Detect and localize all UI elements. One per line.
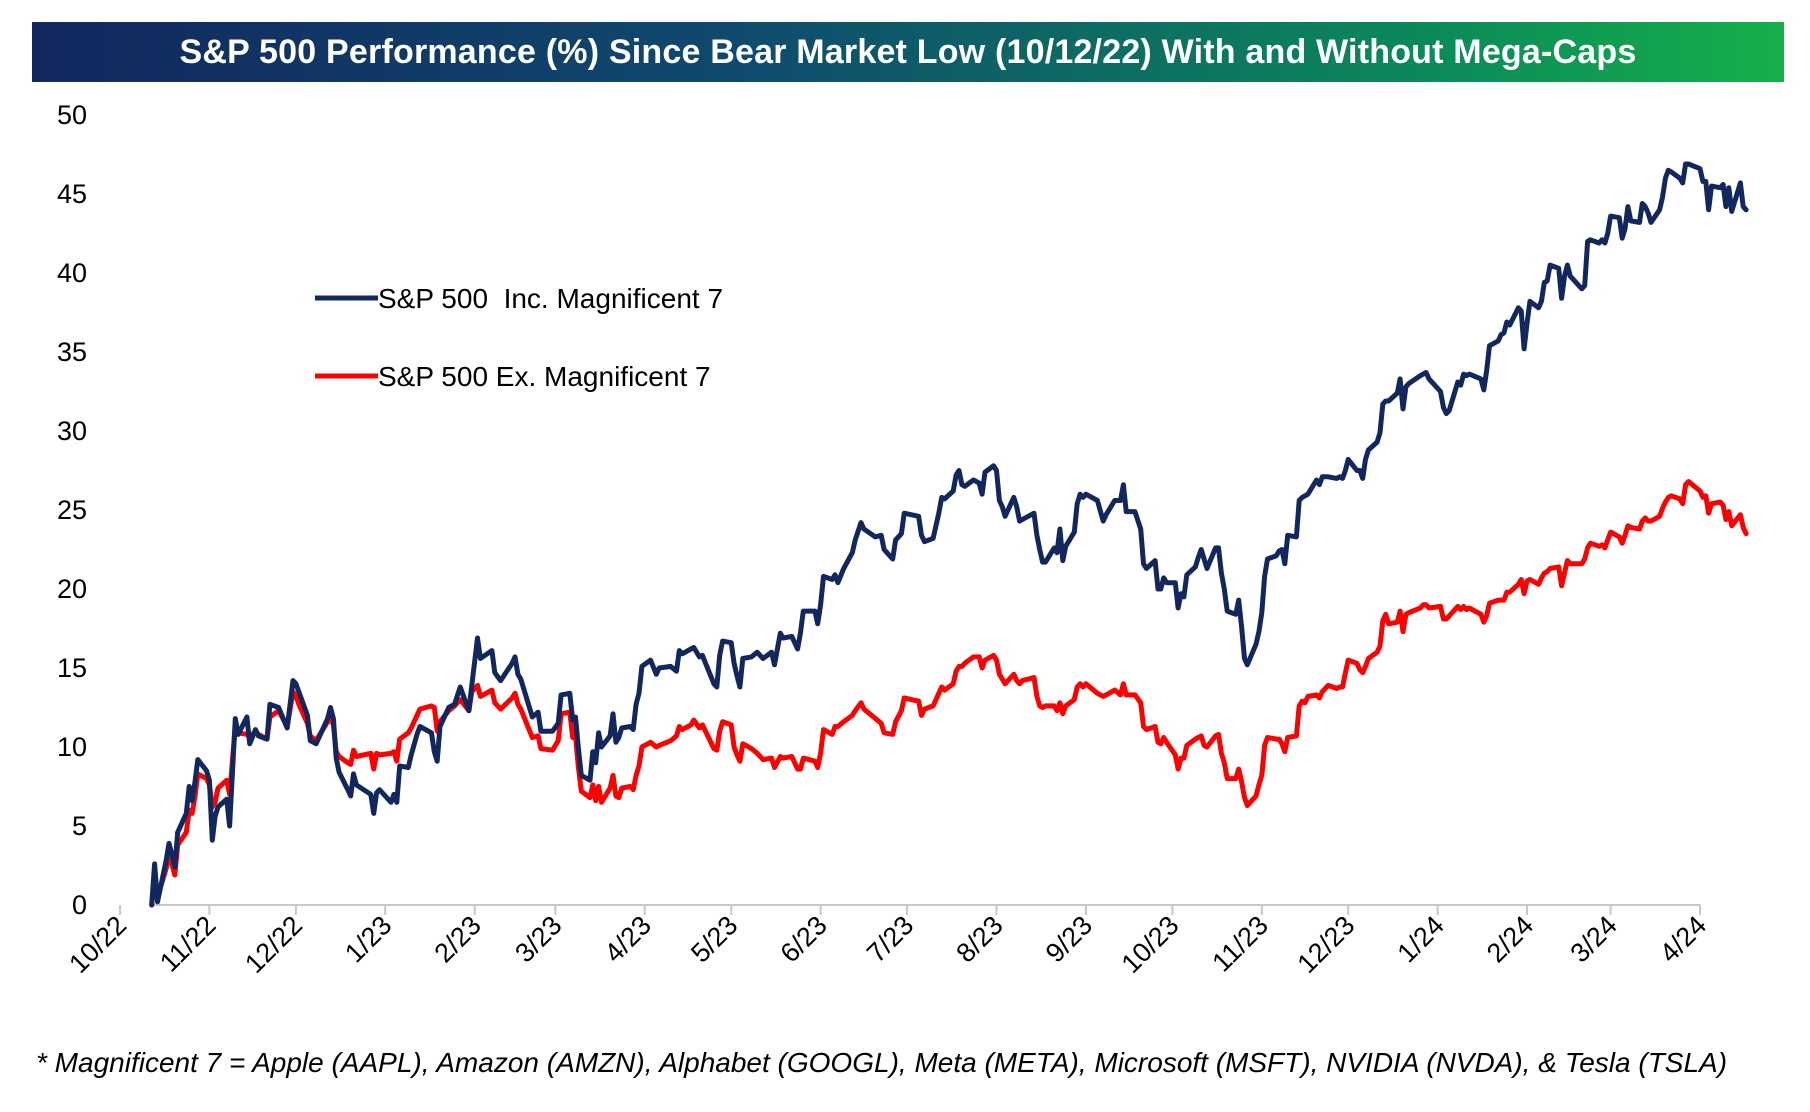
x-tick-label: 5/23 — [685, 910, 743, 968]
x-tick-label: 9/23 — [1040, 910, 1098, 968]
y-tick-label: 50 — [57, 100, 87, 130]
x-tick-label: 1/24 — [1391, 910, 1449, 968]
x-tick-label: 3/24 — [1564, 910, 1622, 968]
y-tick-label: 25 — [57, 495, 87, 525]
x-tick-label: 12/22 — [239, 910, 308, 979]
x-tick-label: 6/23 — [774, 910, 832, 968]
y-tick-label: 15 — [57, 653, 87, 683]
x-tick-label: 7/23 — [861, 910, 919, 968]
x-tick-label: 2/24 — [1481, 910, 1539, 968]
x-tick-label: 12/23 — [1291, 910, 1360, 979]
y-tick-label: 30 — [57, 416, 87, 446]
y-tick-label: 20 — [57, 574, 87, 604]
y-tick-label: 35 — [57, 337, 87, 367]
y-tick-label: 10 — [57, 732, 87, 762]
x-tick-label: 4/24 — [1654, 910, 1712, 968]
legend-label: S&P 500 Inc. Magnificent 7 — [378, 283, 723, 314]
series-layer — [149, 161, 1749, 908]
x-tick-label: 10/22 — [63, 910, 132, 979]
y-axis-ticks: 0 5 10 15 20 25 30 35 40 45 50 — [57, 100, 87, 920]
x-tick-label: 2/23 — [428, 910, 486, 968]
y-tick-label: 40 — [57, 258, 87, 288]
y-tick-label: 45 — [57, 179, 87, 209]
series-line-ex-mag7 — [149, 479, 1749, 908]
chart-title: S&P 500 Performance (%) Since Bear Marke… — [32, 22, 1784, 82]
x-tick-label: 3/23 — [509, 910, 567, 968]
legend-label: S&P 500 Ex. Magnificent 7 — [378, 361, 711, 392]
x-tick-label: 1/23 — [339, 910, 397, 968]
legend: S&P 500 Inc. Magnificent 7 S&P 500 Ex. Ma… — [315, 283, 723, 392]
x-tick-label: 11/22 — [154, 910, 222, 978]
y-tick-label: 5 — [72, 811, 87, 841]
x-tick-label: 11/23 — [1206, 910, 1274, 978]
line-chart: 0 5 10 15 20 25 30 35 40 45 50 10/22 11/22 12/22 1/23… — [57, 100, 1749, 979]
x-tick-label: 10/23 — [1116, 910, 1185, 979]
series-line-inc-mag7 — [149, 161, 1749, 908]
x-tick-label: 8/23 — [950, 910, 1008, 968]
footnote: * Magnificent 7 = Apple (AAPL), Amazon (… — [36, 1047, 1728, 1078]
y-tick-label: 0 — [72, 890, 87, 920]
x-axis: 10/22 11/22 12/22 1/23 2/23 3/23 4/23 5/23 6/23 7… — [63, 904, 1712, 979]
x-tick-label: 4/23 — [599, 910, 657, 968]
